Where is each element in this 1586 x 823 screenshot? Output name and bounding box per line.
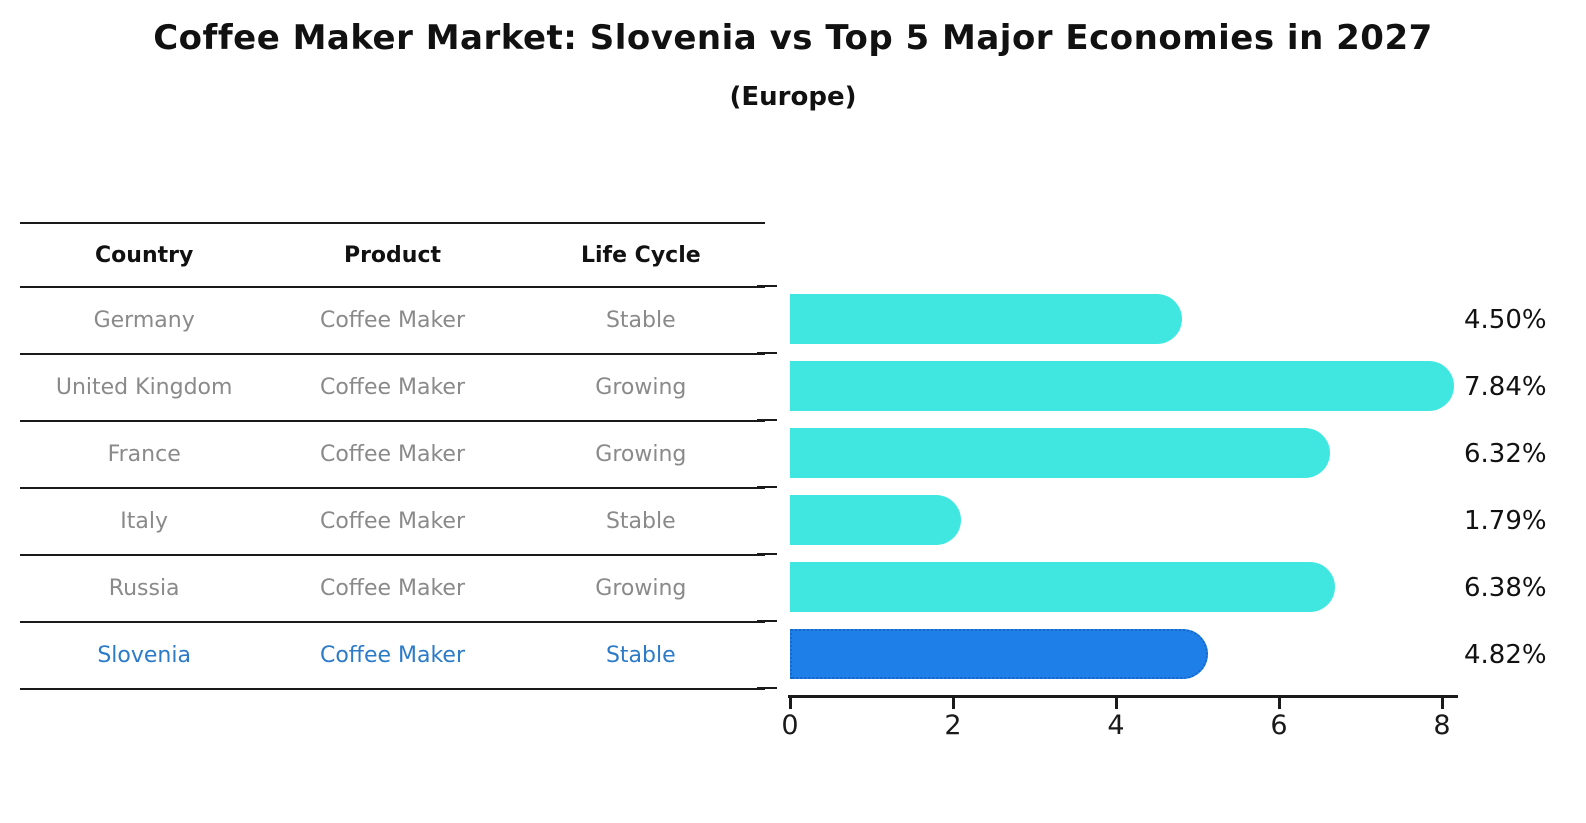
table-row: Italy Coffee Maker Stable [20, 489, 765, 556]
table-row: United Kingdom Coffee Maker Growing [20, 355, 765, 422]
x-tick-mark [1441, 698, 1444, 709]
bar-italy [790, 495, 961, 545]
x-tick-label: 0 [781, 710, 799, 741]
chart-title: Coffee Maker Market: Slovenia vs Top 5 M… [153, 18, 1433, 58]
table-cell-product: Coffee Maker [319, 442, 466, 467]
bar-row [790, 353, 1458, 420]
y-tick-mark [757, 352, 777, 354]
bar-united-kingdom [790, 361, 1454, 411]
table-header-life-cycle: Life Cycle [580, 242, 701, 268]
bar-value-label: 4.82% [1464, 640, 1547, 670]
table-cell-product: Coffee Maker [319, 308, 466, 333]
table-cell-product: Coffee Maker [319, 509, 466, 534]
bar-value-label: 7.84% [1464, 372, 1547, 402]
bar-france [790, 428, 1330, 478]
table-cell-life-cycle: Stable [605, 643, 676, 668]
y-tick-mark [757, 419, 777, 421]
bar-value-label: 6.32% [1464, 439, 1547, 469]
table-body: Germany Coffee Maker Stable United Kingdom C… [20, 288, 765, 690]
table-header-product: Product [343, 242, 442, 268]
bar-germany [790, 294, 1182, 344]
x-axis-line [788, 695, 1458, 698]
table-cell-life-cycle: Growing [595, 576, 687, 601]
table-row: Germany Coffee Maker Stable [20, 288, 765, 355]
bar-row [790, 554, 1458, 621]
table-cell-country: Slovenia [97, 643, 191, 668]
table-cell-life-cycle: Stable [605, 509, 676, 534]
bar-highlight-slovenia [790, 629, 1208, 679]
bar-row [790, 487, 1458, 554]
x-tick-label: 2 [944, 710, 962, 741]
table-cell-country: France [107, 442, 181, 467]
bar-value-label: 6.38% [1464, 573, 1547, 603]
bar-row [790, 286, 1458, 353]
bar-row [790, 420, 1458, 487]
x-tick-mark [1278, 698, 1281, 709]
country-table: Country Product Life Cycle Germany Coffee… [20, 222, 765, 690]
bar-plot-area [790, 286, 1458, 688]
x-tick-mark [789, 698, 792, 709]
x-tick-mark [952, 698, 955, 709]
table-cell-life-cycle: Growing [595, 442, 687, 467]
x-tick-label: 8 [1433, 710, 1451, 741]
table-header-country: Country [95, 242, 194, 268]
table-row: Slovenia Coffee Maker Stable [20, 623, 765, 690]
table-row: France Coffee Maker Growing [20, 422, 765, 489]
x-tick-label: 6 [1270, 710, 1288, 741]
y-tick-mark [757, 687, 777, 689]
bar-russia [790, 562, 1335, 612]
table-row: Russia Coffee Maker Growing [20, 556, 765, 623]
y-tick-mark [757, 285, 777, 287]
y-tick-mark [757, 620, 777, 622]
table-cell-life-cycle: Stable [605, 308, 676, 333]
table-cell-country: Germany [93, 308, 195, 333]
x-tick-label: 4 [1107, 710, 1125, 741]
table-cell-country: United Kingdom [55, 375, 233, 400]
table-cell-product: Coffee Maker [319, 375, 466, 400]
table-cell-country: Russia [108, 576, 180, 601]
table-header-row: Country Product Life Cycle [20, 222, 765, 288]
table-cell-life-cycle: Growing [595, 375, 687, 400]
x-tick-mark [1115, 698, 1118, 709]
y-tick-mark [757, 486, 777, 488]
bar-value-label: 4.50% [1464, 305, 1547, 335]
y-tick-mark [757, 553, 777, 555]
bar-value-label: 1.79% [1464, 506, 1547, 536]
table-cell-product: Coffee Maker [319, 576, 466, 601]
chart-subtitle: (Europe) [729, 82, 857, 112]
table-cell-country: Italy [120, 509, 169, 534]
bar-row [790, 621, 1458, 688]
table-cell-product: Coffee Maker [319, 643, 466, 668]
